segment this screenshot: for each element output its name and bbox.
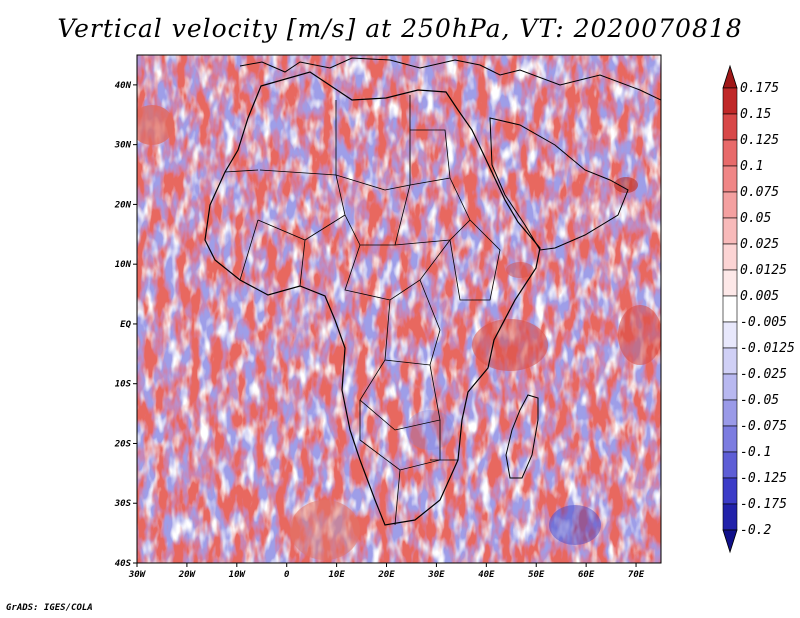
- lon-tick-label: 30E: [427, 570, 445, 580]
- lon-tick-label: 20W: [178, 570, 197, 580]
- lat-tick-label: 30N: [114, 141, 132, 151]
- colorbar-label: -0.1: [740, 445, 771, 460]
- colorbar-label: 0.025: [740, 237, 779, 252]
- country-borders: [224, 95, 501, 526]
- colorbar-label: 0.0125: [740, 263, 787, 278]
- colorbar-segment: [722, 269, 738, 297]
- lat-tick-label: 20N: [114, 200, 132, 210]
- lon-tick-label: 30W: [128, 570, 147, 580]
- lon-tick-label: 0: [284, 570, 290, 580]
- colorbar-label: -0.125: [740, 471, 787, 486]
- lon-tick-label: 40E: [478, 570, 495, 580]
- colorbar-label: -0.05: [740, 393, 779, 408]
- plot-frame: [136, 54, 662, 564]
- coastline-europe: [239, 57, 661, 101]
- lon-tick-label: 70E: [628, 570, 645, 580]
- colorbar-segment: [722, 191, 738, 219]
- lon-tick-label: 50E: [528, 570, 545, 580]
- colorbar-bottom-arrow: [722, 529, 738, 554]
- colorbar-segment: [722, 243, 738, 271]
- colorbar-label: 0.005: [740, 289, 779, 304]
- coastline-africa: [204, 71, 541, 526]
- velocity-field: [137, 55, 661, 563]
- colorbar-segment: [722, 217, 738, 245]
- lat-tick-label: 10S: [115, 380, 132, 390]
- colorbar-label: 0.1: [740, 159, 763, 174]
- colorbar-label: 0.15: [740, 107, 771, 122]
- colorbar-segment: [722, 347, 738, 375]
- colorbar-label: 0.125: [740, 133, 779, 148]
- map-title: Vertical velocity [m/s] at 250hPa, VT: 2…: [57, 14, 743, 43]
- colorbar-segment: [722, 373, 738, 401]
- lat-tick-label: EQ: [120, 320, 131, 330]
- lon-tick-label: 10E: [328, 570, 345, 580]
- colorbar-label: -0.175: [740, 497, 787, 512]
- lon-tick-label: 10W: [229, 570, 247, 580]
- colorbar-segment: [722, 399, 738, 427]
- colorbar-segment: [722, 165, 738, 193]
- colorbar-segment: [722, 113, 738, 141]
- lat-tick-label: 10N: [115, 260, 132, 270]
- colorbar-segment: [722, 425, 738, 453]
- colorbar-label: -0.025: [740, 367, 787, 382]
- colorbar-segment: [722, 139, 738, 167]
- coastline-madagascar: [505, 394, 539, 479]
- colorbar-segment: [722, 451, 738, 479]
- colorbar-label: -0.0125: [740, 341, 795, 356]
- lat-tick-label: 40N: [115, 81, 132, 91]
- grads-credit: GrADS: IGES/COLA: [6, 603, 93, 613]
- colorbar-label: -0.075: [740, 419, 787, 434]
- colorbar-label: 0.075: [740, 185, 779, 200]
- lat-tick-label: 40S: [115, 559, 132, 569]
- lon-tick-label: 20E: [377, 570, 395, 580]
- colorbar-segment: [722, 477, 738, 505]
- colorbar-label: 0.175: [740, 81, 779, 96]
- colorbar-segment: [722, 295, 738, 323]
- colorbar-label: -0.2: [740, 523, 771, 538]
- colorbar-segment: [722, 87, 738, 115]
- colorbar-top-arrow: [722, 64, 738, 89]
- coastline-arabia: [489, 117, 629, 251]
- lat-tick-label: 20S: [114, 439, 132, 449]
- colorbar-label: 0.05: [740, 211, 771, 226]
- colorbar-segment: [722, 503, 738, 531]
- lon-tick-label: 60E: [578, 570, 595, 580]
- colorbar-label: -0.005: [740, 315, 787, 330]
- colorbar-segment: [722, 321, 738, 349]
- colorbar: 0.175 0.15 0.125 0.1 0.075 0.05 0.025 0.0125 0.0…: [722, 64, 795, 554]
- lat-tick-label: 30S: [114, 499, 132, 509]
